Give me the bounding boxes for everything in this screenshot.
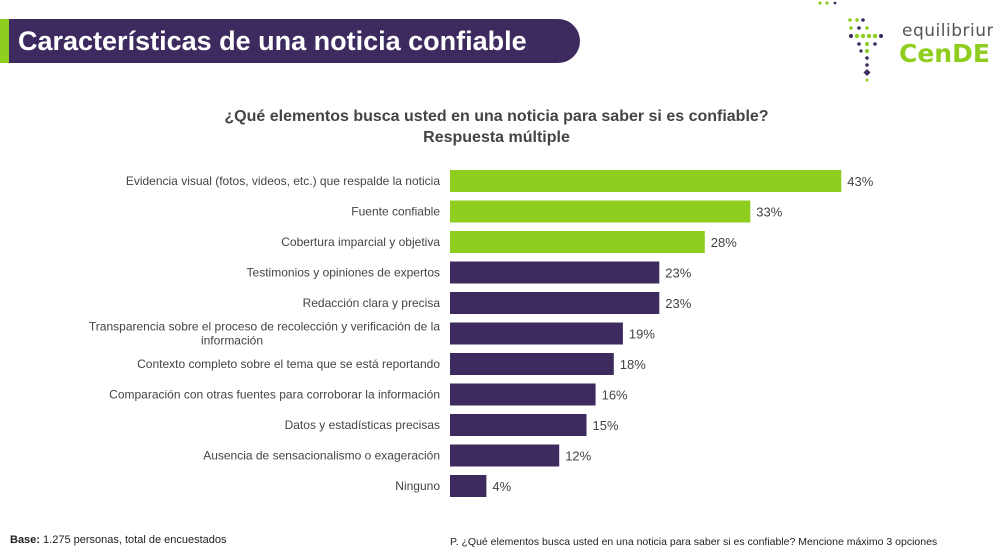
category-label-11: Ninguno <box>395 479 440 493</box>
category-label-1: Evidencia visual (fotos, videos, etc.) q… <box>126 174 440 188</box>
bar-6 <box>450 322 623 345</box>
footer-base-label: Base: <box>10 534 40 546</box>
footer-note: P. ¿Qué elementos busca usted en una not… <box>450 536 938 548</box>
value-label-3: 28% <box>711 235 737 250</box>
chart-question: ¿Qué elementos busca usted en una notici… <box>0 106 993 148</box>
chart-subtitle: Respuesta múltiple <box>423 129 570 146</box>
bar-8 <box>450 383 596 406</box>
footer-base-text: 1.275 personas, total de encuestados <box>43 534 227 546</box>
value-label-1: 43% <box>847 174 873 189</box>
category-label-3: Cobertura imparcial y objetiva <box>281 235 440 249</box>
bar-10 <box>450 444 560 467</box>
category-label-9: Datos y estadísticas precisas <box>285 418 440 432</box>
bar-4 <box>450 261 660 284</box>
value-label-8: 16% <box>602 388 628 403</box>
bar-2 <box>450 200 751 223</box>
logo-dots-icon <box>818 1 883 82</box>
value-label-9: 15% <box>593 418 619 433</box>
value-label-11: 4% <box>492 479 511 494</box>
bar-9 <box>450 414 587 436</box>
logo-text-equilibrium: equilibrium <box>902 21 993 41</box>
bar-7 <box>450 353 614 375</box>
bar-11 <box>450 475 487 497</box>
category-label-7: Contexto completo sobre el tema que se e… <box>137 357 440 371</box>
value-label-7: 18% <box>620 357 646 372</box>
value-label-5: 23% <box>665 296 691 311</box>
logo: equilibrium CenDE <box>815 0 993 92</box>
bar-1 <box>450 170 842 192</box>
title-accent <box>0 19 9 63</box>
category-label-6: Transparencia sobre el proceso de recole… <box>89 320 440 348</box>
bar-5 <box>450 292 660 314</box>
footer-base: Base: 1.275 personas, total de encuestad… <box>10 534 227 546</box>
category-label-10: Ausencia de sensacionalismo o exageració… <box>203 449 440 463</box>
category-label-8: Comparación con otras fuentes para corro… <box>109 388 440 402</box>
value-label-10: 12% <box>565 449 591 464</box>
category-label-4: Testimonios y opiniones de expertos <box>247 266 440 280</box>
value-label-2: 33% <box>756 205 782 220</box>
page-title: Características de una noticia confiable <box>18 26 527 56</box>
logo-text-cende: CenDE <box>899 39 990 68</box>
category-label-2: Fuente confiable <box>351 205 440 219</box>
title-bar: Características de una noticia confiable <box>0 19 580 63</box>
value-label-6: 19% <box>629 327 655 342</box>
chart-title: ¿Qué elementos busca usted en una notici… <box>224 108 769 125</box>
value-label-4: 23% <box>665 266 691 281</box>
bar-3 <box>450 231 705 253</box>
category-label-5: Redacción clara y precisa <box>303 296 441 310</box>
